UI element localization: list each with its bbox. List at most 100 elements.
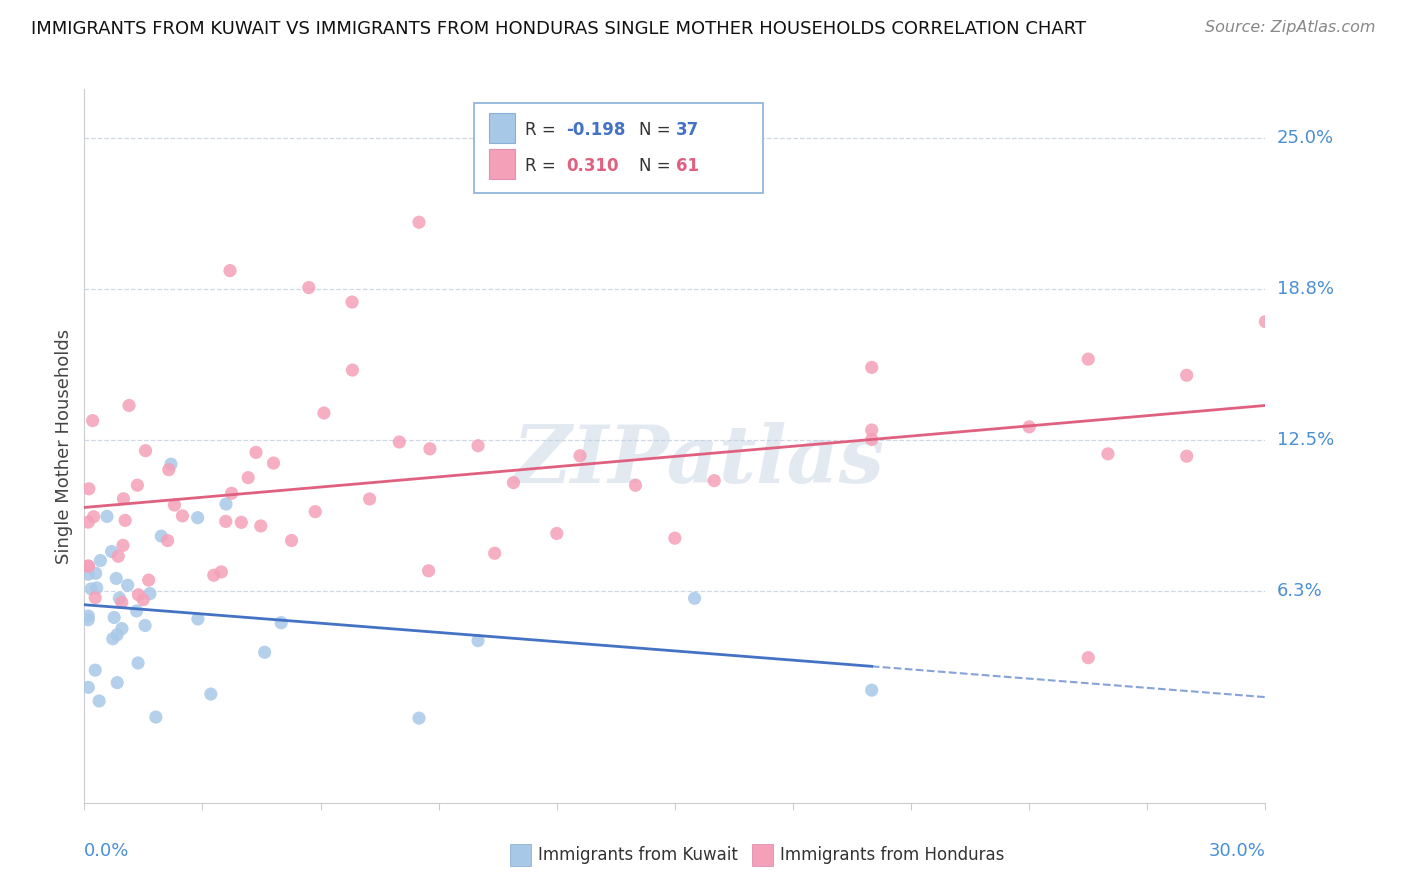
Text: 12.5%: 12.5% bbox=[1277, 431, 1334, 449]
Point bbox=[139, 586, 162, 600]
Point bbox=[89, 694, 111, 708]
Point bbox=[484, 546, 506, 560]
Point bbox=[187, 612, 209, 626]
Point bbox=[388, 434, 411, 449]
Text: 25.0%: 25.0% bbox=[1277, 128, 1334, 146]
Point bbox=[132, 592, 155, 607]
Point bbox=[80, 582, 103, 596]
Point bbox=[77, 482, 100, 496]
Point bbox=[108, 591, 131, 605]
Point bbox=[77, 558, 100, 573]
Point bbox=[209, 565, 232, 579]
Point bbox=[624, 478, 647, 492]
Point bbox=[127, 478, 149, 492]
Text: Source: ZipAtlas.com: Source: ZipAtlas.com bbox=[1205, 20, 1375, 35]
Point bbox=[160, 457, 183, 471]
Point bbox=[502, 475, 524, 490]
Point bbox=[249, 519, 271, 533]
Point bbox=[163, 498, 186, 512]
Point bbox=[200, 687, 222, 701]
Text: R =: R = bbox=[524, 157, 561, 175]
Point bbox=[96, 509, 118, 524]
Point bbox=[408, 711, 430, 725]
Point bbox=[82, 414, 104, 428]
Point bbox=[270, 615, 292, 630]
Point bbox=[77, 559, 100, 574]
Point bbox=[125, 604, 148, 618]
Point bbox=[127, 656, 149, 670]
Point bbox=[683, 591, 706, 606]
Point bbox=[103, 610, 125, 624]
Point bbox=[157, 463, 180, 477]
Point bbox=[127, 588, 149, 602]
Text: N =: N = bbox=[640, 157, 676, 175]
Point bbox=[134, 443, 156, 458]
Point bbox=[101, 632, 124, 646]
Point bbox=[138, 573, 160, 587]
Point bbox=[107, 549, 129, 564]
Point bbox=[342, 363, 364, 377]
Point bbox=[1018, 420, 1040, 434]
Point bbox=[304, 505, 326, 519]
Point bbox=[860, 360, 883, 375]
Text: 0.0%: 0.0% bbox=[84, 842, 129, 860]
Point bbox=[1097, 447, 1119, 461]
Point bbox=[105, 628, 128, 642]
Point bbox=[1254, 315, 1277, 329]
Point bbox=[117, 578, 139, 592]
Point bbox=[215, 497, 238, 511]
Point bbox=[419, 442, 441, 456]
Point bbox=[408, 215, 430, 229]
Point bbox=[1077, 352, 1099, 367]
Point bbox=[280, 533, 302, 548]
FancyBboxPatch shape bbox=[489, 113, 516, 143]
Point bbox=[340, 295, 363, 310]
Text: 18.8%: 18.8% bbox=[1277, 280, 1333, 298]
Point bbox=[83, 509, 105, 524]
Point bbox=[134, 618, 156, 632]
Point bbox=[156, 533, 179, 548]
FancyBboxPatch shape bbox=[752, 844, 773, 865]
Point bbox=[298, 280, 321, 294]
Point bbox=[1175, 368, 1198, 383]
Point bbox=[150, 529, 173, 543]
Point bbox=[467, 633, 489, 648]
Point bbox=[114, 513, 136, 527]
Text: 61: 61 bbox=[676, 157, 699, 175]
Point bbox=[860, 433, 883, 447]
FancyBboxPatch shape bbox=[474, 103, 763, 193]
Point bbox=[238, 470, 260, 484]
Text: N =: N = bbox=[640, 121, 676, 139]
Point bbox=[860, 683, 883, 698]
Point bbox=[86, 581, 108, 595]
Text: 37: 37 bbox=[676, 121, 699, 139]
Point bbox=[105, 571, 128, 585]
Point bbox=[77, 515, 100, 529]
Point bbox=[84, 663, 107, 677]
Point bbox=[84, 566, 107, 581]
Point bbox=[263, 456, 285, 470]
Point bbox=[1077, 650, 1099, 665]
Point bbox=[118, 399, 141, 413]
Point bbox=[1175, 449, 1198, 463]
Point bbox=[664, 531, 686, 545]
Point bbox=[253, 645, 276, 659]
Point bbox=[105, 675, 128, 690]
Point bbox=[187, 510, 209, 524]
Point bbox=[77, 613, 100, 627]
Point bbox=[219, 263, 242, 277]
Point bbox=[77, 609, 100, 624]
Point bbox=[860, 423, 883, 437]
Point bbox=[77, 681, 100, 695]
Point bbox=[89, 553, 111, 567]
Point bbox=[418, 564, 440, 578]
Point bbox=[221, 486, 243, 500]
Text: IMMIGRANTS FROM KUWAIT VS IMMIGRANTS FROM HONDURAS SINGLE MOTHER HOUSEHOLDS CORR: IMMIGRANTS FROM KUWAIT VS IMMIGRANTS FRO… bbox=[31, 20, 1085, 37]
Point bbox=[569, 449, 592, 463]
Point bbox=[100, 544, 122, 558]
Text: Immigrants from Kuwait: Immigrants from Kuwait bbox=[538, 846, 738, 863]
Point bbox=[546, 526, 568, 541]
Text: Immigrants from Honduras: Immigrants from Honduras bbox=[780, 846, 1004, 863]
Point bbox=[111, 538, 134, 552]
FancyBboxPatch shape bbox=[509, 844, 531, 865]
